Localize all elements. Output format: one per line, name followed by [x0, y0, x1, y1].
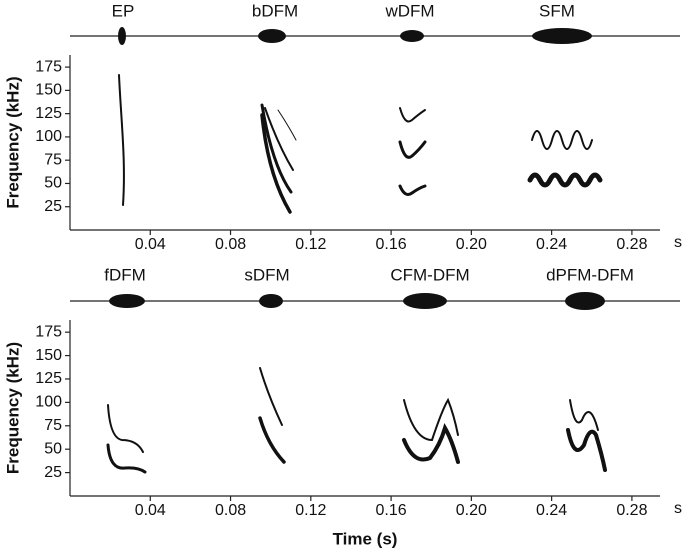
call-label: CFM-DFM — [390, 265, 469, 284]
waveform — [109, 294, 145, 308]
y-tick-label: 175 — [35, 58, 62, 75]
x-tick-label: 0.24 — [536, 236, 567, 253]
trace — [260, 103, 293, 194]
y-axis-label: Frequency (kHz) — [3, 76, 22, 208]
call-label: SFM — [539, 1, 575, 20]
x-unit: s — [674, 500, 682, 517]
call-label: dPFM-DFM — [546, 265, 634, 284]
x-tick-label: 0.20 — [456, 236, 487, 253]
x-unit: s — [674, 234, 682, 251]
trace — [264, 107, 294, 171]
waveform — [259, 294, 283, 308]
call-label: EP — [112, 1, 135, 20]
trace — [566, 428, 607, 472]
y-tick-label: 100 — [35, 128, 62, 145]
y-tick-label: 125 — [35, 105, 62, 122]
trace — [399, 107, 426, 123]
traces-bottom — [70, 292, 680, 474]
trace — [398, 140, 427, 159]
y-tick-label: 75 — [44, 151, 62, 168]
trace — [398, 184, 427, 196]
x-tick-label: 0.24 — [536, 502, 567, 519]
traces-top — [70, 27, 680, 214]
trace — [106, 443, 147, 474]
waveform — [532, 28, 592, 44]
trace — [527, 172, 603, 188]
x-tick-label: 0.08 — [215, 502, 246, 519]
y-tick-label: 175 — [35, 323, 62, 340]
trace — [277, 109, 297, 141]
x-tick-label: 0.16 — [376, 502, 407, 519]
y-tick-label: 50 — [44, 440, 62, 457]
trace — [402, 422, 460, 464]
y-tick-label: 150 — [35, 82, 62, 99]
x-tick-label: 0.08 — [215, 236, 246, 253]
x-tick-label: 0.12 — [295, 236, 326, 253]
call-label: wDFM — [384, 1, 434, 20]
trace — [259, 367, 283, 426]
call-label: sDFM — [244, 265, 289, 284]
y-tick-label: 25 — [44, 464, 62, 481]
y-tick-label: 100 — [35, 394, 62, 411]
trace — [258, 416, 286, 464]
y-axis-label: Frequency (kHz) — [3, 342, 22, 474]
x-tick-label: 0.28 — [616, 236, 647, 253]
waveform — [118, 27, 126, 45]
waveform — [258, 29, 286, 43]
waveform — [565, 292, 605, 310]
trace — [531, 130, 593, 150]
x-tick-label: 0.12 — [295, 502, 326, 519]
trace — [403, 397, 459, 442]
y-tick-label: 125 — [35, 370, 62, 387]
trace — [260, 113, 292, 214]
y-tick-label: 25 — [44, 198, 62, 215]
x-tick-label: 0.04 — [135, 502, 166, 519]
trace — [118, 74, 125, 206]
call-label: fDFM — [104, 265, 146, 284]
x-axis-label: Time (s) — [333, 529, 398, 548]
call-label: bDFM — [252, 1, 298, 20]
x-tick-label: 0.28 — [616, 502, 647, 519]
trace — [107, 404, 144, 453]
trace — [569, 399, 599, 431]
waveform — [403, 293, 447, 309]
y-tick-label: 50 — [44, 175, 62, 192]
waveform — [400, 30, 424, 42]
x-tick-label: 0.04 — [135, 236, 166, 253]
x-tick-label: 0.16 — [376, 236, 407, 253]
y-tick-label: 150 — [35, 347, 62, 364]
y-tick-label: 75 — [44, 417, 62, 434]
x-tick-label: 0.20 — [456, 502, 487, 519]
